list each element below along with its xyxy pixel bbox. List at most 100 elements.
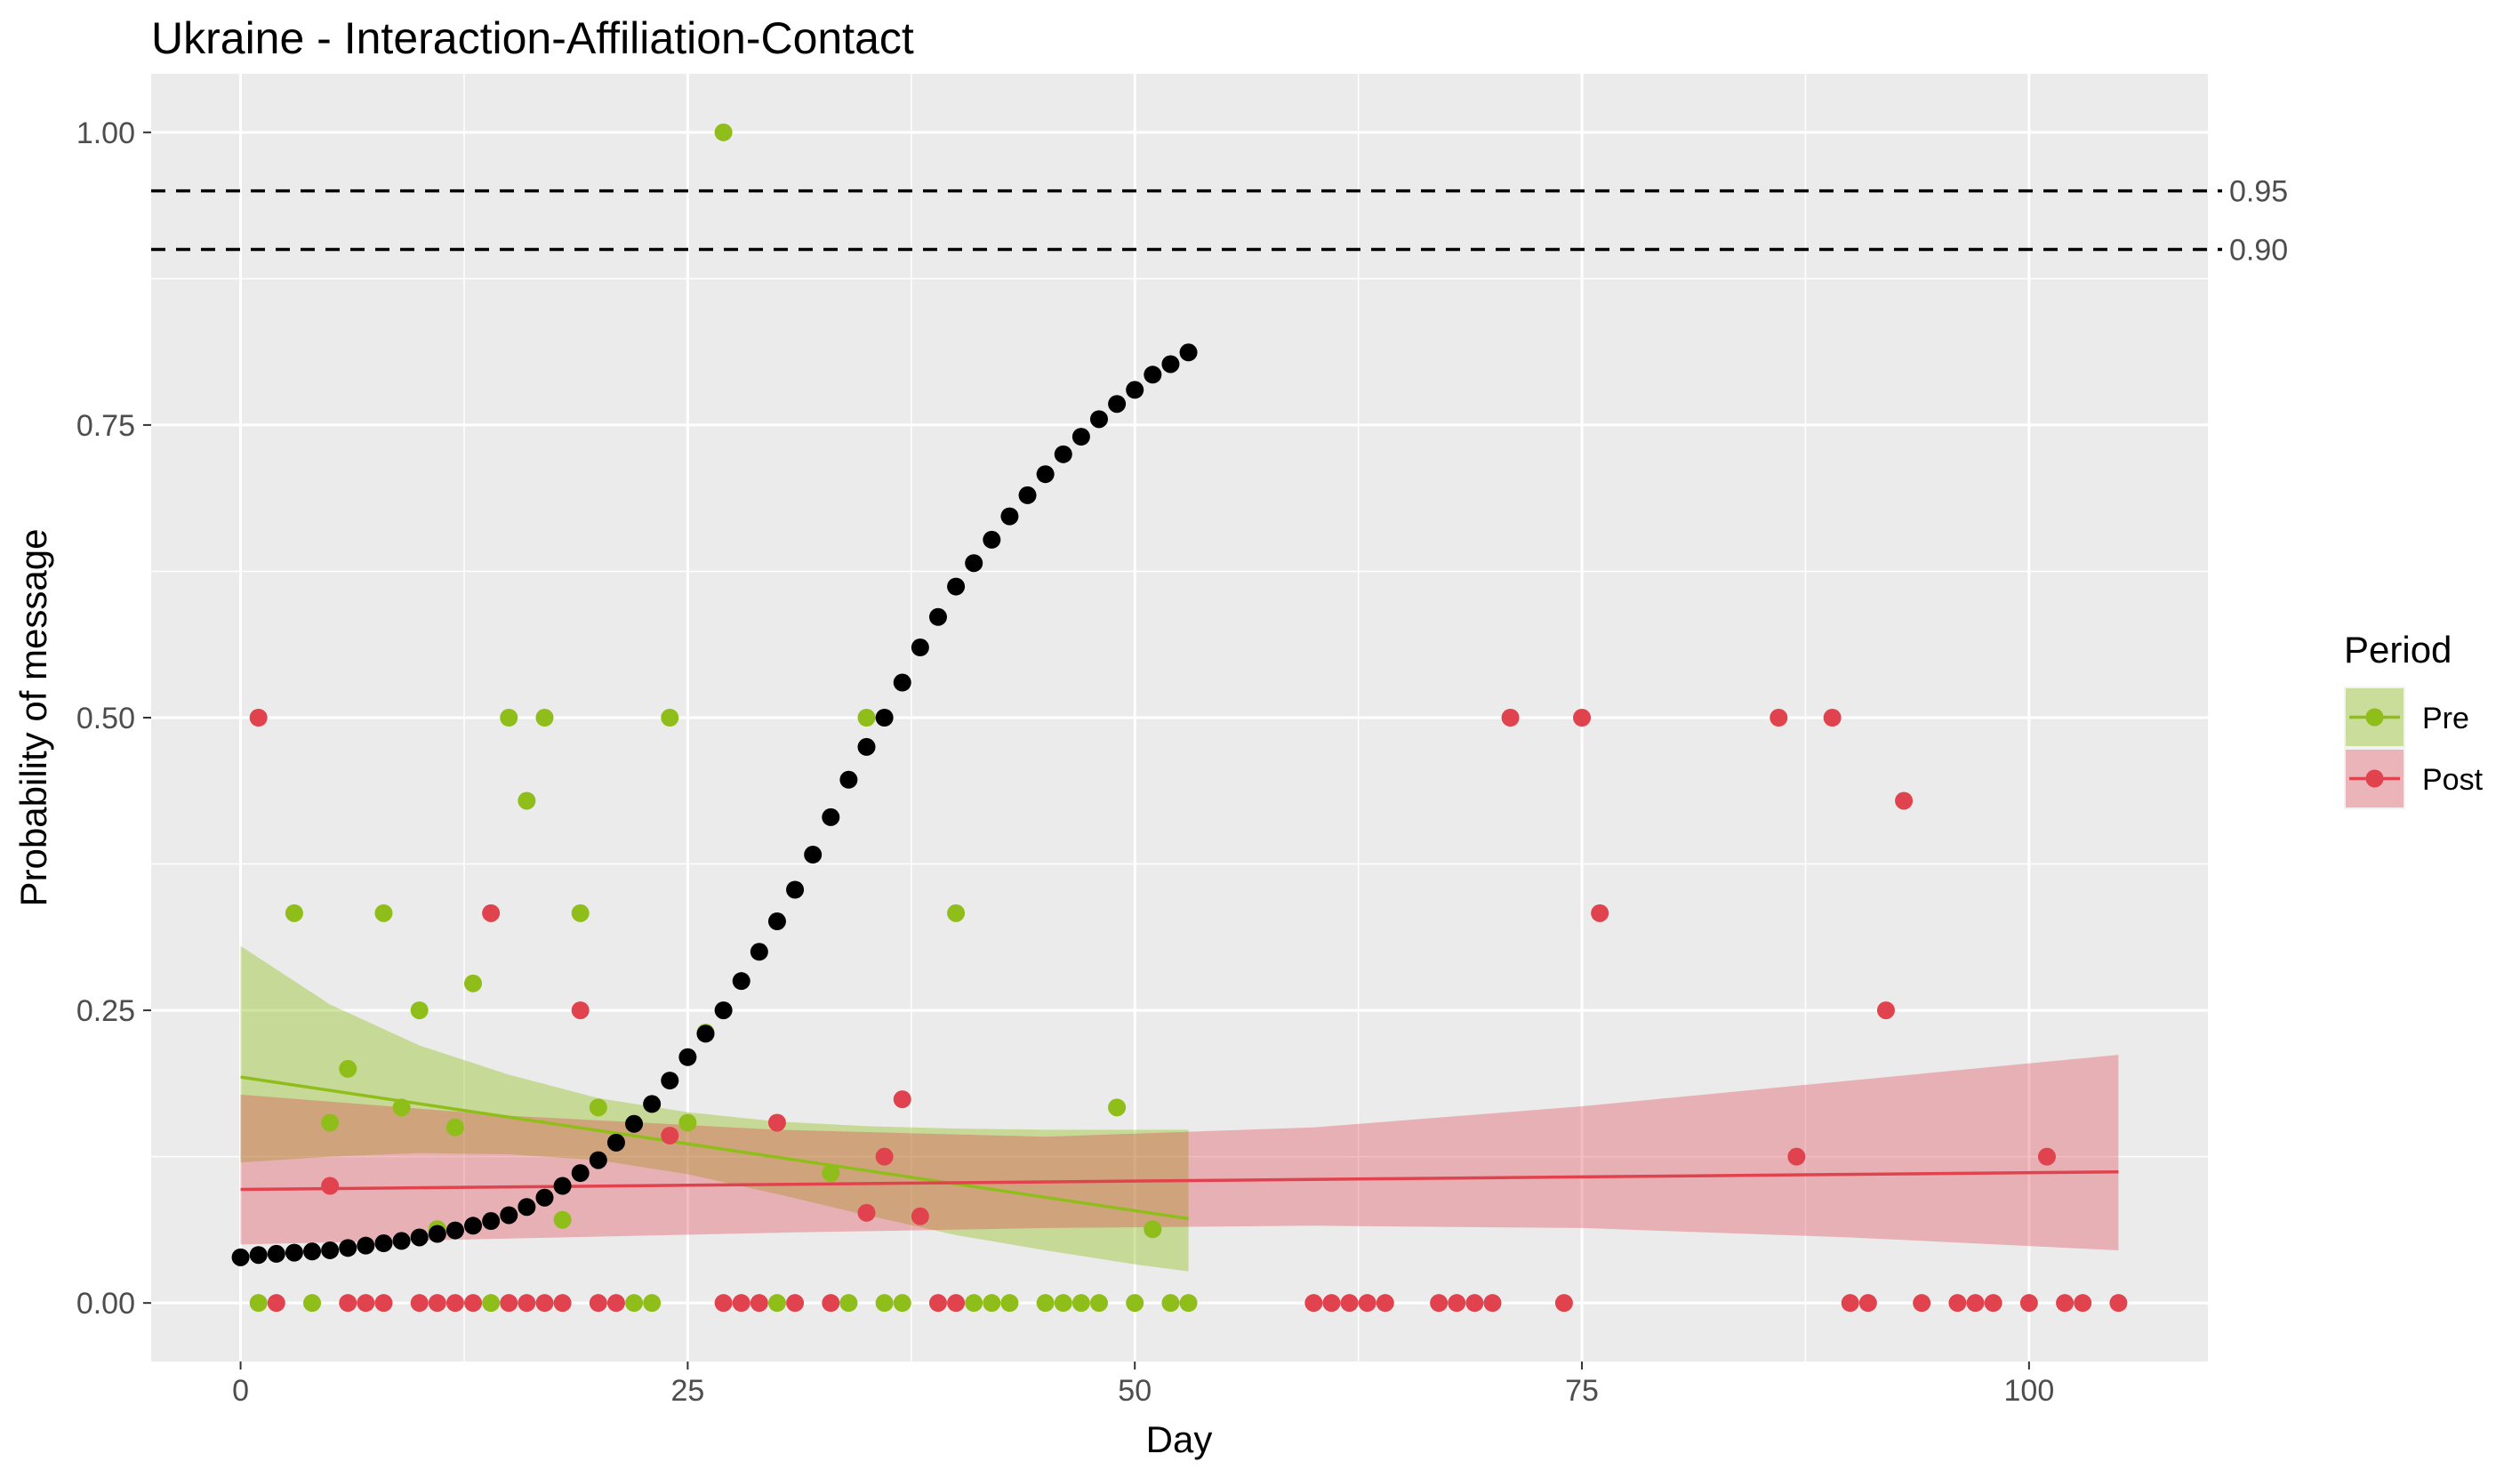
point-post [1430,1294,1449,1313]
point-cumulative [1161,355,1180,374]
point-pre [589,1098,607,1117]
point-post [911,1207,929,1225]
point-pre [965,1294,983,1313]
point-pre [625,1294,644,1313]
point-post [428,1294,446,1313]
point-pre [839,1294,858,1313]
legend-label-pre: Pre [2422,702,2469,735]
point-pre [1054,1294,1072,1313]
y-tick-label: 0.00 [76,1287,135,1321]
point-cumulative [767,912,786,931]
point-cumulative [374,1234,393,1253]
point-cumulative [1000,507,1019,526]
point-cumulative [445,1221,464,1240]
point-post [1876,1001,1895,1020]
point-cumulative [464,1217,483,1235]
point-pre [500,709,518,727]
point-cumulative [606,1133,625,1152]
confidence-band-pre [240,945,1189,1272]
point-post [2019,1294,2038,1313]
point-cumulative [267,1244,285,1263]
point-cumulative [786,880,805,899]
point-post [1554,1294,1573,1313]
point-cumulative [804,846,823,864]
point-pre [678,1113,697,1132]
point-post [767,1113,786,1132]
point-post [1573,709,1592,727]
point-pre [339,1059,357,1078]
point-pre [1108,1098,1127,1117]
point-post [339,1294,357,1313]
point-cumulative [678,1048,697,1066]
point-cumulative [1179,343,1198,362]
point-post [1483,1294,1502,1313]
point-cumulative [696,1024,715,1043]
point-post [857,1203,876,1222]
point-post [571,1001,590,1020]
point-post [750,1294,768,1313]
point-cumulative [1054,445,1072,463]
point-post [267,1294,285,1313]
point-pre [661,709,679,727]
y-tick-label: 0.75 [76,409,135,443]
point-post [1895,791,1914,810]
point-cumulative [983,530,1001,549]
point-cumulative [1036,465,1055,484]
point-post [947,1294,966,1313]
point-pre [1000,1294,1019,1313]
point-cumulative [339,1239,357,1257]
point-post [1858,1294,1877,1313]
point-post [535,1294,554,1313]
point-post [1948,1294,1967,1313]
point-cumulative [947,577,966,596]
point-cumulative [231,1248,250,1266]
x-tick-label: 25 [670,1374,704,1408]
point-post [661,1126,679,1145]
point-pre [392,1098,411,1117]
point-cumulative [625,1114,644,1133]
point-cumulative [661,1072,679,1090]
point-cumulative [392,1232,411,1250]
point-cumulative [1071,428,1090,446]
point-post [2109,1294,2128,1313]
y-axis-title: Probability of message [12,529,54,907]
point-post [875,1147,894,1166]
point-cumulative [714,1001,733,1020]
point-pre [1161,1294,1180,1313]
fit-line-post [240,1169,2119,1192]
point-post [1304,1294,1323,1313]
point-post [732,1294,750,1313]
legend-key-pre [2344,687,2405,748]
point-pre [464,974,483,992]
point-cumulative [518,1198,536,1217]
point-pre [947,904,966,922]
point-post [893,1090,911,1109]
legend-label-post: Post [2422,763,2484,797]
point-pre [321,1113,340,1132]
reference-lines: 0.95 0.90 [151,175,2288,267]
y-tick-label: 0.50 [76,702,135,735]
x-tick-label: 100 [2004,1374,2055,1408]
point-cumulative [643,1095,662,1113]
point-post [1340,1294,1359,1313]
point-post [1770,709,1788,727]
point-cumulative [1018,486,1037,504]
point-pre [410,1001,429,1020]
point-pre [767,1294,786,1313]
point-post [518,1294,536,1313]
point-cumulative [482,1212,501,1231]
point-post [445,1294,464,1313]
point-post [553,1294,572,1313]
point-post [589,1294,607,1313]
point-cumulative [750,943,768,961]
point-pre [1126,1294,1144,1313]
point-post [1376,1294,1394,1313]
chart-title: Ukraine - Interaction-Affiliation-Contac… [151,13,914,63]
point-pre [822,1164,840,1183]
legend: Period Pre Post [2344,629,2484,809]
major-gridlines [151,74,2208,1362]
point-cumulative [285,1243,303,1262]
legend-key-point [2365,708,2384,727]
point-pre [553,1210,572,1229]
